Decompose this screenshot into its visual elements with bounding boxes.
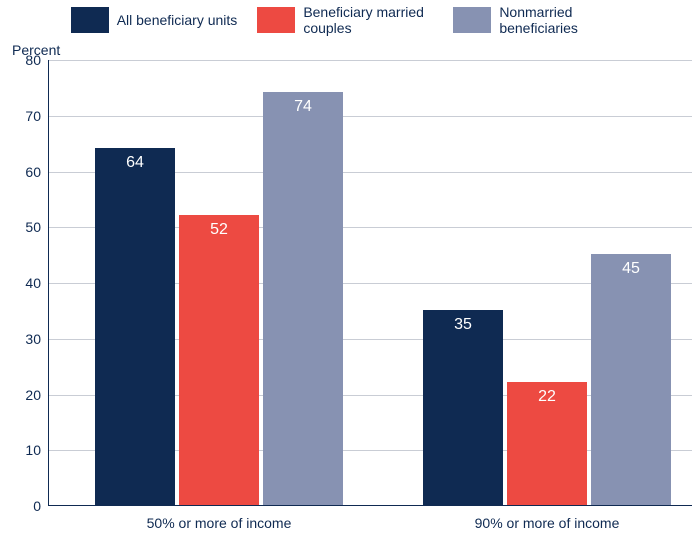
legend-item: Nonmarried beneficiaries bbox=[453, 4, 629, 36]
bar: 74 bbox=[263, 92, 343, 505]
bar-group: 64 52 74 bbox=[95, 92, 343, 505]
legend-item: Beneficiary married couples bbox=[257, 4, 433, 36]
bar: 64 bbox=[95, 148, 175, 505]
legend-label: All beneficiary units bbox=[117, 12, 238, 28]
y-tick-label: 10 bbox=[11, 442, 41, 458]
x-category-label: 50% or more of income bbox=[147, 515, 292, 531]
legend: All beneficiary units Beneficiary married… bbox=[0, 4, 700, 36]
legend-item: All beneficiary units bbox=[71, 4, 238, 36]
bar-value-label: 35 bbox=[423, 316, 503, 334]
bar: 22 bbox=[507, 382, 587, 505]
y-tick-label: 20 bbox=[11, 387, 41, 403]
bar-value-label: 45 bbox=[591, 260, 671, 278]
y-tick-label: 80 bbox=[11, 52, 41, 68]
y-tick-label: 40 bbox=[11, 275, 41, 291]
legend-label: Beneficiary married couples bbox=[303, 4, 433, 36]
y-tick-label: 70 bbox=[11, 108, 41, 124]
grid-line bbox=[49, 60, 692, 61]
bar: 35 bbox=[423, 310, 503, 505]
bar-value-label: 22 bbox=[507, 388, 587, 406]
x-category-label: 90% or more of income bbox=[475, 515, 620, 531]
bar-group: 35 22 45 bbox=[423, 254, 671, 505]
bar-value-label: 64 bbox=[95, 154, 175, 172]
plot-area: 0102030405060708064527450% or more of in… bbox=[48, 60, 692, 506]
legend-swatch bbox=[453, 7, 491, 33]
legend-swatch bbox=[71, 7, 109, 33]
y-tick-label: 0 bbox=[11, 498, 41, 514]
bar: 52 bbox=[179, 215, 259, 505]
chart-container: All beneficiary units Beneficiary married… bbox=[0, 0, 700, 543]
legend-label: Nonmarried beneficiaries bbox=[499, 4, 629, 36]
legend-swatch bbox=[257, 7, 295, 33]
bar: 45 bbox=[591, 254, 671, 505]
y-tick-label: 50 bbox=[11, 219, 41, 235]
bar-value-label: 52 bbox=[179, 221, 259, 239]
y-tick-label: 60 bbox=[11, 164, 41, 180]
bar-value-label: 74 bbox=[263, 98, 343, 116]
y-tick-label: 30 bbox=[11, 331, 41, 347]
